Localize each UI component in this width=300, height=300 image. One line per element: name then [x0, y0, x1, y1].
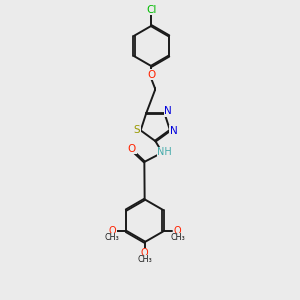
Text: CH₃: CH₃: [105, 233, 119, 242]
Text: CH₃: CH₃: [137, 256, 152, 265]
Text: CH₃: CH₃: [170, 233, 185, 242]
Text: Cl: Cl: [146, 5, 157, 15]
Text: N: N: [164, 106, 172, 116]
Text: S: S: [134, 125, 140, 135]
Text: O: O: [108, 226, 116, 236]
Text: N: N: [170, 126, 178, 136]
Text: NH: NH: [157, 147, 172, 158]
Text: O: O: [147, 70, 156, 80]
Text: O: O: [128, 144, 136, 154]
Text: O: O: [174, 226, 182, 236]
Text: O: O: [141, 248, 148, 258]
